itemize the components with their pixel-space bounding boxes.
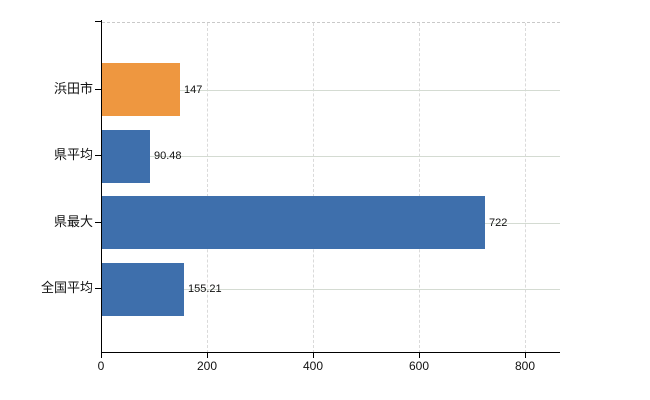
bar-value-label: 722 xyxy=(489,217,508,229)
horizontal-gridline xyxy=(102,90,560,91)
bar-全国平均 xyxy=(102,263,184,316)
bar-県最大 xyxy=(102,196,485,249)
category-label-全国平均: 全国平均 xyxy=(40,280,93,295)
x-axis-tick-label: 0 xyxy=(97,359,105,373)
x-axis-tick-label: 200 xyxy=(196,359,218,373)
bar-value-label: 155.21 xyxy=(188,283,222,295)
horizontal-gridline xyxy=(102,289,560,290)
plot-area: 147 90.48 722 155.21 xyxy=(102,22,560,353)
x-axis-tick-label: 800 xyxy=(514,359,536,373)
x-axis-tick-label: 400 xyxy=(302,359,324,373)
x-axis-tick xyxy=(313,352,314,358)
y-axis-tick xyxy=(95,155,101,156)
horizontal-gridline xyxy=(102,156,560,157)
x-axis-line xyxy=(101,352,560,353)
bar-value-label: 90.48 xyxy=(154,150,182,162)
category-label-浜田市: 浜田市 xyxy=(53,81,93,96)
x-axis-tick-label: 600 xyxy=(408,359,430,373)
x-axis-tick xyxy=(101,352,102,358)
vertical-gridline xyxy=(419,23,420,353)
bar-浜田市 xyxy=(102,63,180,116)
y-axis-end-tick xyxy=(95,21,101,22)
bar-県平均 xyxy=(102,130,150,183)
x-axis-tick xyxy=(419,352,420,358)
y-axis-tick xyxy=(95,89,101,90)
y-axis-tick xyxy=(95,222,101,223)
vertical-gridline xyxy=(525,23,526,353)
vertical-gridline xyxy=(313,23,314,353)
x-axis-tick xyxy=(525,352,526,358)
y-axis-tick xyxy=(95,288,101,289)
bar-value-label: 147 xyxy=(184,84,203,96)
x-axis-tick xyxy=(207,352,208,358)
vertical-gridline xyxy=(207,23,208,353)
category-label-県最大: 県最大 xyxy=(53,214,93,229)
category-label-県平均: 県平均 xyxy=(53,147,93,162)
y-axis-line xyxy=(101,20,102,357)
